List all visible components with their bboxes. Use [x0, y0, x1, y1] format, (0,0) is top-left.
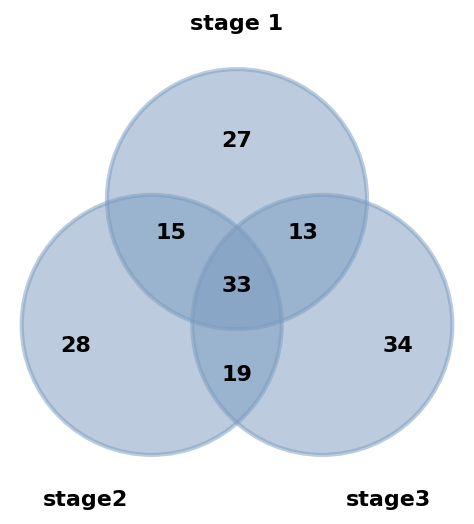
- Text: 19: 19: [221, 365, 253, 385]
- Text: stage 1: stage 1: [191, 14, 283, 34]
- Text: stage2: stage2: [43, 490, 128, 510]
- Text: 13: 13: [288, 223, 319, 243]
- Text: 28: 28: [60, 336, 91, 356]
- Circle shape: [22, 195, 282, 455]
- Circle shape: [107, 69, 367, 329]
- Text: 27: 27: [221, 132, 253, 151]
- Circle shape: [192, 195, 452, 455]
- Text: stage3: stage3: [346, 490, 431, 510]
- Text: 34: 34: [383, 336, 413, 356]
- Text: 15: 15: [155, 223, 186, 243]
- Text: 33: 33: [222, 276, 252, 296]
